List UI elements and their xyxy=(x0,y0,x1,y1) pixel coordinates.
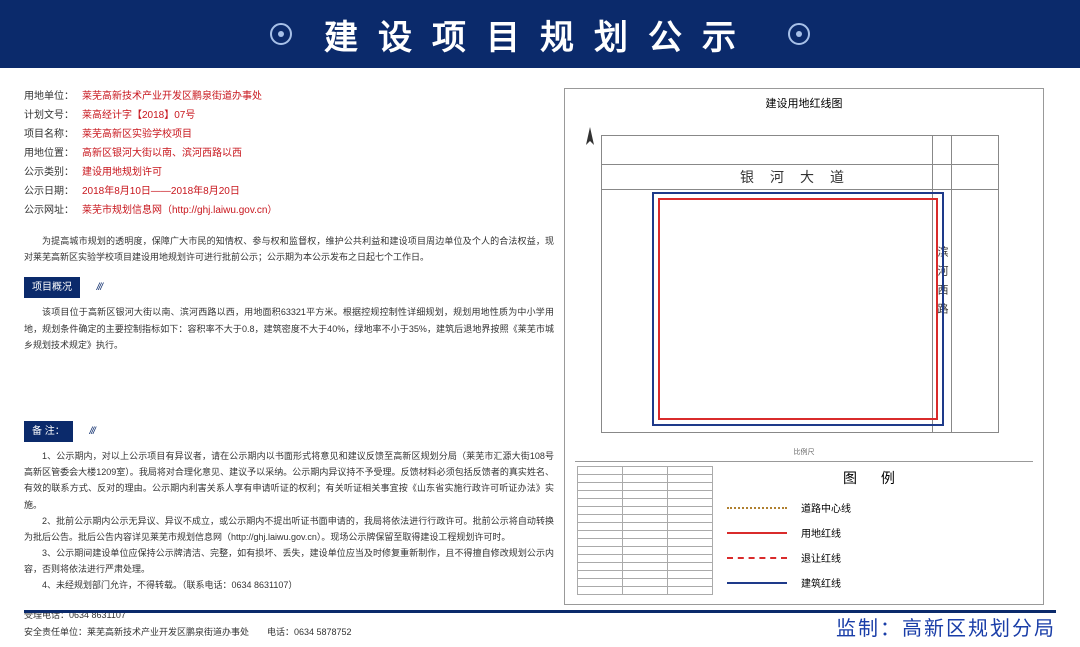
coordinate-table xyxy=(575,462,715,611)
legend-row: 道路中心线 xyxy=(727,500,1021,515)
info-value: 莱芜高新技术产业开发区鹏泉街道办事处 xyxy=(82,88,262,105)
header-bar: 建设项目规划公示 xyxy=(0,0,1080,68)
info-value: 高新区银河大街以南、滨河西路以西 xyxy=(82,145,242,162)
intro-paragraph: 为提高城市规划的透明度，保障广大市民的知情权、参与权和监督权，维护公共利益和建设… xyxy=(24,233,554,265)
info-label: 计划文号： xyxy=(24,107,82,124)
info-value: 2018年8月10日——2018年8月20日 xyxy=(82,183,240,200)
map-area: 银河大道 滨河西路 xyxy=(575,121,1033,441)
overview-tag: 项目概况 xyxy=(24,277,80,298)
info-docnum: 计划文号： 莱高经计字【2018】07号 xyxy=(24,107,554,124)
info-unit: 用地单位： 莱芜高新技术产业开发区鹏泉街道办事处 xyxy=(24,88,554,105)
supervisor-label: 监制：高新区规划分局 xyxy=(836,612,1056,641)
info-label: 用地位置： xyxy=(24,145,82,162)
legend-label: 道路中心线 xyxy=(801,500,851,515)
legend-label: 建筑红线 xyxy=(801,575,841,590)
info-location: 用地位置： 高新区银河大街以南、滨河西路以西 xyxy=(24,145,554,162)
info-label: 公示日期： xyxy=(24,183,82,200)
body-area: 用地单位： 莱芜高新技术产业开发区鹏泉街道办事处 计划文号： 莱高经计字【201… xyxy=(0,68,1080,613)
footer-safety: 安全责任单位：莱芜高新技术产业开发区鹏泉街道办事处 电话：0634 587875… xyxy=(24,625,554,640)
legend-swatch xyxy=(727,557,787,559)
info-project: 项目名称： 莱芜高新区实验学校项目 xyxy=(24,126,554,143)
note-item: 1、公示期内，对以上公示项目有异议者，请在公示期内以书面形式将意见和建议反馈至高… xyxy=(24,448,554,513)
info-value: 莱芜市规划信息网（http://ghj.laiwu.gov.cn） xyxy=(82,202,277,219)
note-item: 2、批前公示期内公示无异议、异议不成立，或公示期内不提出听证书面申请的，我局将依… xyxy=(24,513,554,545)
map-scale-label: 比例尺 xyxy=(565,447,1043,457)
legend-swatch xyxy=(727,582,787,584)
notes-tag: 备 注： xyxy=(24,421,73,442)
right-column: 建设用地红线图 银河大道 滨河西路 比例尺 xyxy=(564,88,1044,605)
legend-label: 用地红线 xyxy=(801,525,841,540)
overview-text: 该项目位于高新区银河大街以南、滨河西路以西，用地面积63321平方米。根据控规控… xyxy=(24,304,554,353)
map-frame: 银河大道 滨河西路 xyxy=(601,135,999,433)
legend-title: 图 例 xyxy=(727,468,1021,488)
legend-swatch xyxy=(727,507,787,509)
info-category: 公示类别： 建设用地规划许可 xyxy=(24,164,554,181)
decor-ring-left xyxy=(270,23,292,45)
plot-redline xyxy=(658,198,938,420)
info-dates: 公示日期： 2018年8月10日——2018年8月20日 xyxy=(24,183,554,200)
page-title: 建设项目规划公示 xyxy=(324,10,756,59)
legend-label: 退让红线 xyxy=(801,550,841,565)
info-value: 建设用地规划许可 xyxy=(82,164,162,181)
info-url: 公示网址： 莱芜市规划信息网（http://ghj.laiwu.gov.cn） xyxy=(24,202,554,219)
legend-box: 图 例 道路中心线 用地红线 退让红线 建筑 xyxy=(715,462,1033,611)
legend-row: 用地红线 xyxy=(727,525,1021,540)
legend-row: 建筑红线 xyxy=(727,575,1021,590)
info-label: 公示类别： xyxy=(24,164,82,181)
notes-list: 1、公示期内，对以上公示项目有异议者，请在公示期内以书面形式将意见和建议反馈至高… xyxy=(24,448,554,594)
legend-row: 退让红线 xyxy=(727,550,1021,565)
decor-ring-right xyxy=(788,23,810,45)
info-label: 项目名称： xyxy=(24,126,82,143)
note-item: 4、未经规划部门允许，不得转载。（联系电话：0634 8631107） xyxy=(24,577,554,593)
map-bottom-row: 图 例 道路中心线 用地红线 退让红线 建筑 xyxy=(575,461,1033,611)
info-value: 莱高经计字【2018】07号 xyxy=(82,107,195,124)
compass-icon xyxy=(581,125,599,156)
info-value: 莱芜高新区实验学校项目 xyxy=(82,126,192,143)
left-column: 用地单位： 莱芜高新技术产业开发区鹏泉街道办事处 计划文号： 莱高经计字【201… xyxy=(24,88,564,605)
map-title: 建设用地红线图 xyxy=(565,89,1043,117)
notice-page: 建设项目规划公示 用地单位： 莱芜高新技术产业开发区鹏泉街道办事处 计划文号： … xyxy=(0,0,1080,647)
note-item: 3、公示期间建设单位应保持公示牌清洁、完整，如有损坏、丢失，建设单位应当及时修复… xyxy=(24,545,554,577)
info-label: 用地单位： xyxy=(24,88,82,105)
legend-swatch xyxy=(727,532,787,534)
info-label: 公示网址： xyxy=(24,202,82,219)
